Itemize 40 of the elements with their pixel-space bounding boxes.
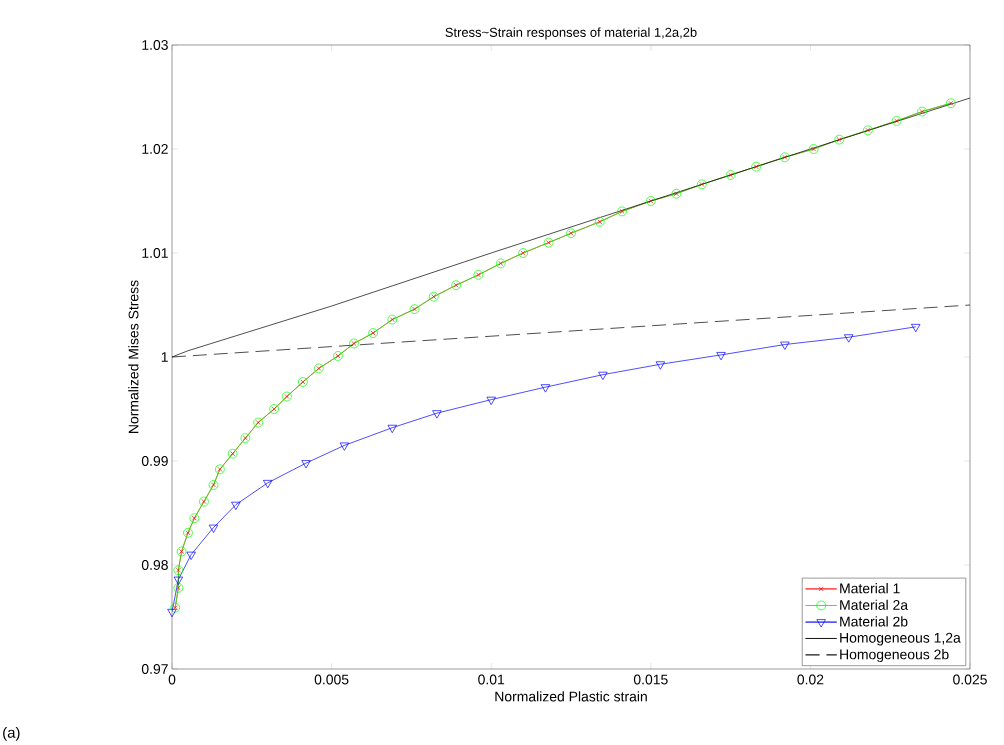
y-tick-label: 0.98	[141, 560, 168, 570]
x-tick-label: 0.005	[314, 674, 349, 685]
point	[167, 608, 177, 618]
chart-title: Stress~Strain responses of material 1,2a,2b	[445, 27, 697, 40]
point	[716, 352, 726, 361]
x-tick-label: 0.02	[797, 674, 824, 685]
point	[655, 361, 666, 370]
point	[263, 480, 273, 489]
point	[387, 424, 397, 434]
x-tick-label: 0.01	[478, 674, 505, 685]
y-tick-label: 1.02	[142, 144, 168, 154]
x-tick-label: 0.025	[953, 674, 987, 685]
legend-label: Material 2a	[840, 599, 909, 610]
x-axis-title: Normalized Plastic strain	[495, 691, 647, 702]
point	[540, 384, 551, 393]
point	[231, 501, 241, 511]
y-tick-label: 1.03	[142, 40, 168, 50]
point	[301, 460, 311, 469]
y-tick-label: 1	[161, 352, 168, 362]
x-tick-label: 0.015	[633, 674, 668, 685]
text: (a)	[3, 726, 20, 741]
legend-label: Homogeneous 2b	[840, 649, 949, 663]
point	[339, 442, 350, 451]
y-tick-label: 1.01	[142, 248, 168, 258]
point	[598, 371, 608, 381]
x-tick-label: 0	[168, 674, 176, 685]
legend-label: Homogeneous 1,2a	[840, 632, 961, 646]
y-tick-label: 0.99	[141, 456, 168, 466]
legend-label: Material 2b	[840, 616, 908, 627]
point	[173, 576, 184, 585]
legend-label: Material 1	[840, 583, 900, 594]
point	[208, 524, 219, 533]
y-axis-title: Normalized Mises Stress	[128, 280, 139, 433]
point	[844, 334, 854, 343]
point	[186, 551, 196, 560]
point	[432, 410, 442, 419]
point	[486, 396, 496, 405]
point	[780, 341, 790, 350]
point	[911, 323, 921, 333]
y-tick-label: 0.97	[141, 664, 168, 674]
